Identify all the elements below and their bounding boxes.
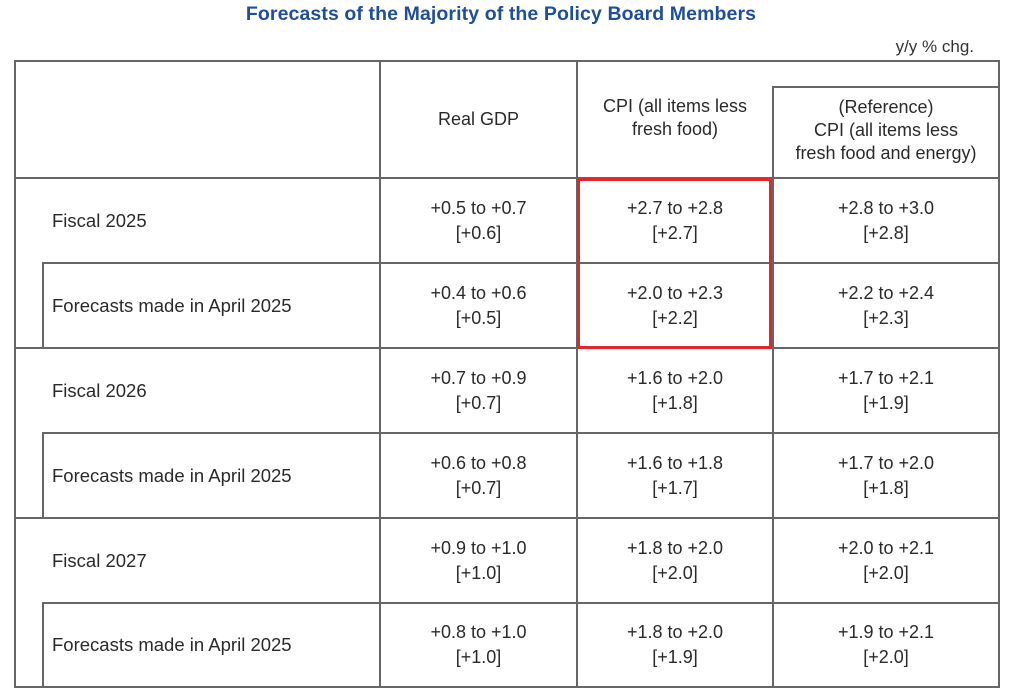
cell-cpi-april-fy2025: +2.0 to +2.3 [+2.2]: [578, 264, 772, 347]
column-header-cpi: CPI (all items less fresh food): [578, 95, 772, 157]
col-divider-gdp: [576, 60, 578, 688]
subrow-indent-2: [42, 432, 44, 519]
cell-median: [+0.7]: [455, 477, 502, 498]
cell-gdp-fiscal-2027: +0.9 to +1.0 [+1.0]: [381, 519, 576, 602]
row-divider-1: [42, 262, 1000, 264]
cell-median: [+1.8]: [652, 392, 698, 413]
cell-range: +1.6 to +1.8: [626, 452, 724, 473]
cell-range: +1.7 to +2.1: [837, 367, 935, 388]
cell-median: [+1.8]: [863, 477, 909, 498]
cell-range: +2.8 to +3.0: [837, 197, 935, 218]
cell-range: +0.8 to +1.0: [430, 622, 527, 642]
row-label-april-2025-fy2025: Forecasts made in April 2025: [52, 294, 292, 316]
cell-median: [+2.7]: [652, 222, 698, 243]
row-label-fiscal-2025: Fiscal 2025: [52, 209, 147, 231]
table-border-bottom: [14, 686, 1000, 688]
cell-cpi-fiscal-2025: +2.7 to +2.8 [+2.7]: [578, 179, 772, 262]
subrow-indent-1: [42, 262, 44, 349]
column-header-cpi-line2: fresh food): [631, 119, 719, 139]
row-divider-5: [42, 602, 1000, 604]
cell-cpi-fiscal-2026: +1.6 to +2.0 [+1.8]: [578, 349, 772, 432]
cell-range: +2.2 to +2.4: [837, 282, 935, 303]
cell-ref-fiscal-2027: +2.0 to +2.1 [+2.0]: [774, 519, 998, 602]
cell-range: +0.7 to +0.9: [430, 367, 527, 388]
cell-range: +0.9 to +1.0: [430, 537, 527, 558]
cell-range: +1.8 to +2.0: [626, 537, 724, 558]
cell-range: +0.6 to +0.8: [430, 452, 527, 473]
cell-range: +1.7 to +2.0: [837, 452, 935, 473]
cell-range: +2.7 to +2.8: [626, 197, 724, 218]
unit-label: y/y % chg.: [895, 37, 974, 56]
col-divider-label: [379, 60, 381, 688]
cell-gdp-fiscal-2025: +0.5 to +0.7 [+0.6]: [381, 179, 576, 262]
col-divider-cpi: [772, 86, 774, 688]
cell-median: [+1.7]: [652, 477, 698, 498]
cell-median: [+1.9]: [863, 392, 909, 413]
cell-range: +2.0 to +2.1: [837, 537, 935, 558]
cell-range: +0.5 to +0.7: [430, 197, 527, 218]
column-header-real-gdp: Real GDP: [381, 62, 576, 177]
row-label-fiscal-2026: Fiscal 2026: [52, 379, 147, 401]
table-border-right: [998, 60, 1000, 688]
subrow-indent-3: [42, 602, 44, 688]
column-header-reference-cpi: (Reference) CPI (all items less fresh fo…: [774, 96, 998, 174]
column-header-ref-line2: CPI (all items less: [813, 120, 959, 140]
cell-gdp-april-fy2025: +0.4 to +0.6 [+0.5]: [381, 264, 576, 347]
header-divider: [14, 177, 1000, 179]
cell-median: [+2.0]: [652, 562, 698, 583]
column-header-ref-line1: (Reference): [838, 97, 934, 117]
cell-gdp-april-fy2027: +0.8 to +1.0 [+1.0]: [381, 604, 576, 686]
cell-cpi-april-fy2026: +1.6 to +1.8 [+1.7]: [578, 434, 772, 517]
column-header-cpi-line1: CPI (all items less: [602, 96, 748, 116]
highlight-box: [577, 178, 772, 349]
cell-median: [+0.6]: [455, 222, 502, 243]
cell-gdp-april-fy2026: +0.6 to +0.8 [+0.7]: [381, 434, 576, 517]
row-divider-3: [42, 432, 1000, 434]
cell-median: [+0.7]: [455, 392, 502, 413]
table-border-ref-top: [772, 86, 1000, 88]
cell-range: +2.0 to +2.3: [626, 282, 724, 303]
cell-median: [+2.2]: [652, 307, 698, 328]
row-label-fiscal-2027: Fiscal 2027: [52, 549, 147, 571]
cell-median: [+1.0]: [455, 647, 502, 667]
cell-median: [+2.3]: [863, 307, 909, 328]
cell-range: +1.9 to +2.1: [837, 622, 935, 642]
cell-ref-fiscal-2025: +2.8 to +3.0 [+2.8]: [774, 179, 998, 262]
cell-median: [+2.8]: [863, 222, 909, 243]
row-label-april-2025-fy2027: Forecasts made in April 2025: [52, 634, 292, 655]
cell-median: [+1.0]: [455, 562, 502, 583]
table-border-top: [14, 60, 1000, 62]
cell-ref-april-fy2026: +1.7 to +2.0 [+1.8]: [774, 434, 998, 517]
page-title: Forecasts of the Majority of the Policy …: [245, 3, 757, 25]
column-header-real-gdp-text: Real GDP: [437, 109, 520, 129]
cell-range: +0.4 to +0.6: [430, 282, 527, 303]
row-label-april-2025-fy2026: Forecasts made in April 2025: [52, 464, 292, 486]
cell-gdp-fiscal-2026: +0.7 to +0.9 [+0.7]: [381, 349, 576, 432]
cell-ref-april-fy2027: +1.9 to +2.1 [+2.0]: [774, 604, 998, 686]
cell-cpi-april-fy2027: +1.8 to +2.0 [+1.9]: [578, 604, 772, 686]
cell-median: [+2.0]: [863, 647, 909, 667]
cell-cpi-fiscal-2027: +1.8 to +2.0 [+2.0]: [578, 519, 772, 602]
column-header-ref-line3: fresh food and energy): [795, 143, 977, 163]
cell-median: [+2.0]: [863, 562, 909, 583]
cell-median: [+1.9]: [652, 647, 698, 667]
row-divider-2: [14, 347, 1000, 349]
cell-ref-fiscal-2026: +1.7 to +2.1 [+1.9]: [774, 349, 998, 432]
cell-range: +1.8 to +2.0: [626, 622, 724, 642]
cell-ref-april-fy2025: +2.2 to +2.4 [+2.3]: [774, 264, 998, 347]
row-divider-4: [14, 517, 1000, 519]
cell-range: +1.6 to +2.0: [626, 367, 724, 388]
cell-median: [+0.5]: [455, 307, 502, 328]
table-border-left: [14, 60, 16, 688]
